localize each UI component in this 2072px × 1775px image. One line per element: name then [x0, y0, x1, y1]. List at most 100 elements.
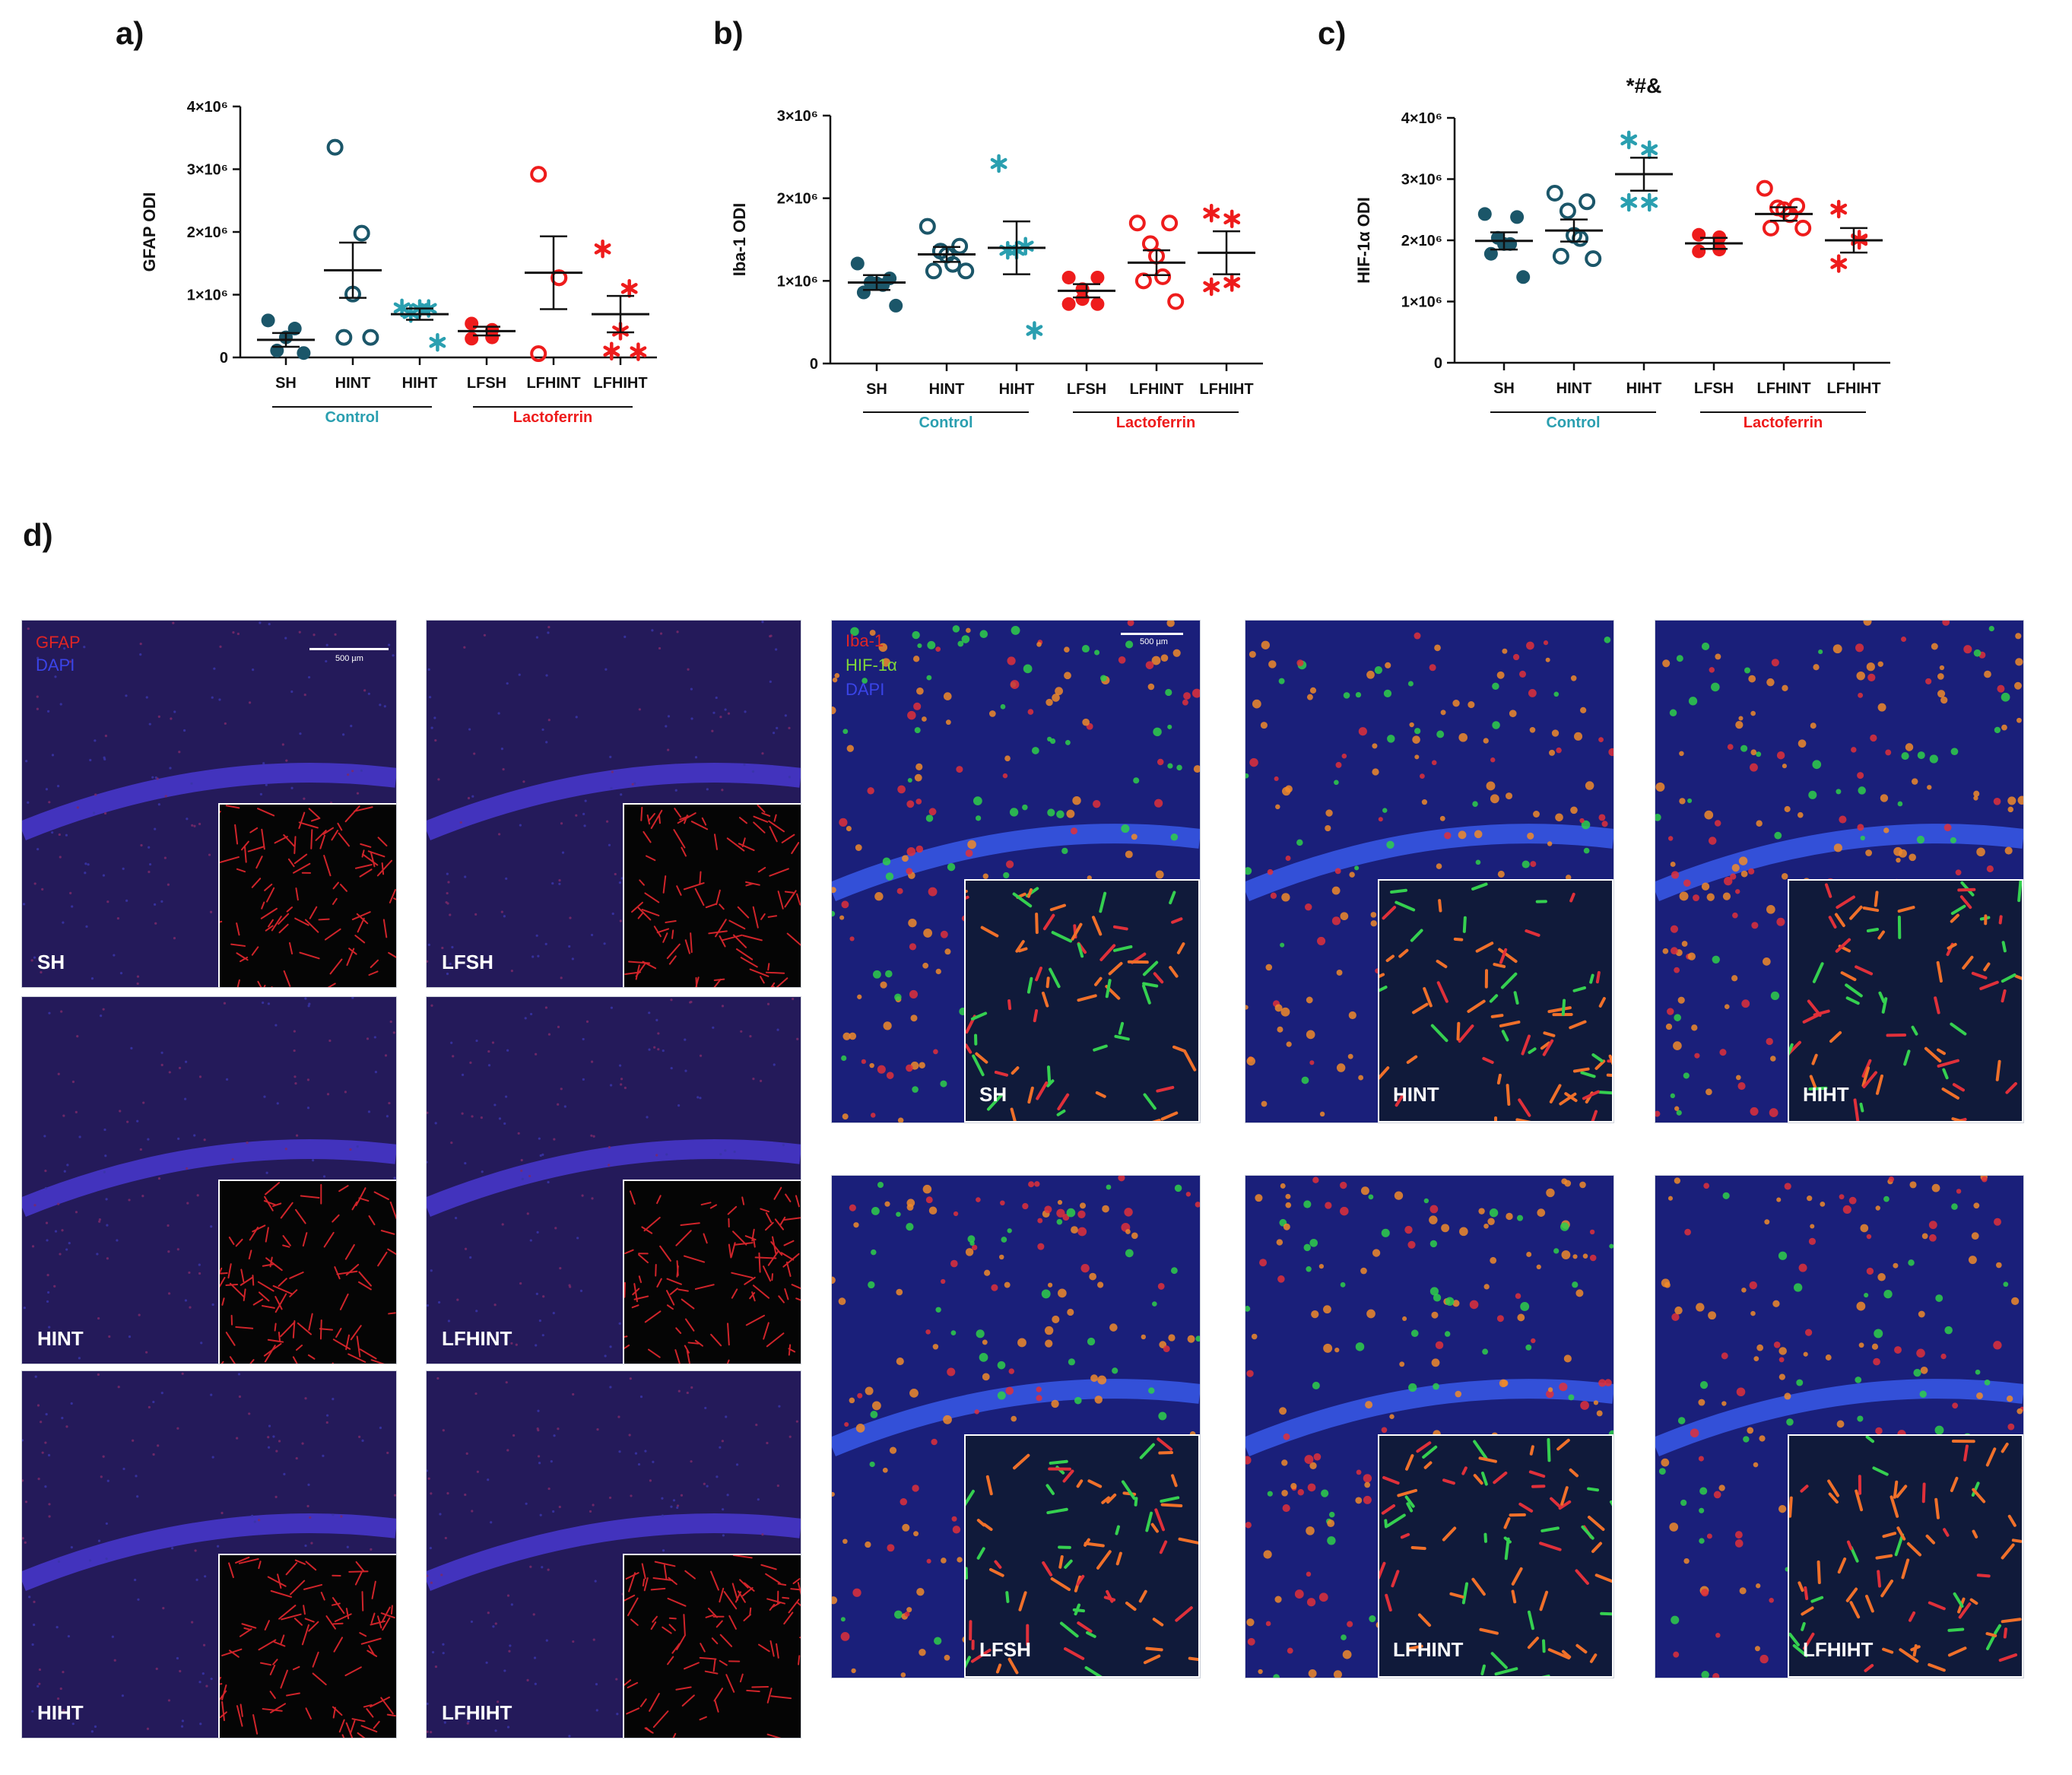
- data-point: [603, 341, 620, 360]
- data-point: [1161, 214, 1179, 232]
- x-tick-label: LFHIHT: [1826, 380, 1880, 397]
- scale-bar: [309, 648, 389, 650]
- tile-label: LFHINT: [1393, 1638, 1464, 1661]
- asterisk-stroke: [630, 346, 647, 357]
- tile-label: SH: [979, 1083, 1007, 1106]
- asterisk-stroke: [1223, 213, 1241, 225]
- x-tick-label: HIHT: [1626, 380, 1662, 397]
- data-point: [919, 218, 936, 235]
- data-point: [1552, 247, 1569, 265]
- data-point: [1794, 219, 1812, 237]
- iba-inset: [1378, 1434, 1613, 1678]
- data-point: [1762, 219, 1779, 237]
- gfap-micrograph-tile: HINT: [21, 996, 397, 1364]
- x-tick-label: LFHIHT: [1199, 381, 1253, 398]
- data-point: [287, 322, 302, 336]
- inset-texture: [220, 1182, 396, 1364]
- y-tick-label: 0: [1434, 355, 1442, 372]
- panel-label-d: d): [23, 517, 53, 553]
- asterisk-stroke: [594, 243, 611, 255]
- chart-hif1a-odi: 0 1×10⁶ 2×10⁶ 3×10⁶ 4×10⁶ HIF-1α ODI SH HINT HIH…: [1354, 74, 1890, 431]
- data-point: [1061, 270, 1076, 284]
- y-tick-label: 0: [810, 356, 818, 373]
- legend-2: DAPI: [846, 680, 885, 699]
- x-tick-label: LFSH: [1694, 380, 1734, 397]
- data-point: [1641, 192, 1658, 212]
- panel-label-a: a): [116, 15, 144, 51]
- lactoferrin-group-label: Lactoferrin: [513, 409, 592, 426]
- tile-label: HINT: [37, 1327, 84, 1350]
- chart-plot: 0 1×10⁶ 2×10⁶ 3×10⁶ Iba-1 ODI SH HINT HIHT LFSH L…: [730, 108, 1263, 431]
- data-point: [297, 346, 311, 360]
- data-point: [1477, 207, 1492, 221]
- y-tick-label: 3×10⁶: [1401, 172, 1442, 189]
- x-tick-label: LFHINT: [1129, 381, 1183, 398]
- x-tick-label: HIHT: [999, 381, 1035, 398]
- data-point: [551, 269, 568, 287]
- data-point: [1546, 185, 1563, 202]
- asterisk-stroke: [1830, 203, 1848, 215]
- x-tick-label: SH: [275, 375, 297, 392]
- inset-texture: [624, 1186, 801, 1364]
- inset-texture: [966, 1436, 1198, 1676]
- data-point: [1692, 244, 1706, 259]
- tissue-texture: [22, 1371, 396, 1738]
- y-tick-label: 4×10⁶: [187, 99, 228, 116]
- data-point: [326, 138, 344, 156]
- data-point: [1510, 210, 1525, 224]
- data-point: [1516, 270, 1531, 284]
- asterisk-stroke: [1830, 258, 1848, 269]
- data-point: [429, 332, 446, 352]
- data-point: [261, 313, 275, 328]
- data-point: [1585, 250, 1602, 268]
- asterisk-stroke: [1203, 281, 1220, 293]
- tile-label: LFHIHT: [442, 1701, 512, 1724]
- control-group-label: Control: [325, 409, 379, 426]
- control-group-label: Control: [919, 414, 973, 431]
- data-point: [1026, 321, 1043, 340]
- data-point: [1641, 140, 1658, 160]
- gfap-micrograph-tile: LFSH: [426, 620, 801, 988]
- gfap-inset: [623, 1180, 801, 1364]
- data-point: [1620, 130, 1638, 150]
- y-axis-title: Iba-1 ODI: [730, 203, 749, 277]
- inset-texture: [1379, 1436, 1612, 1676]
- iba-inset: [1788, 879, 2023, 1122]
- data-point: [944, 256, 962, 273]
- data-point: [594, 240, 611, 259]
- gfap-micrograph-tile: SH GFAP DAPI 500 µm: [21, 620, 397, 988]
- x-tick-label: LFHIHT: [593, 375, 647, 392]
- y-tick-label: 4×10⁶: [1401, 110, 1442, 127]
- inset-texture: [624, 805, 801, 987]
- scale-bar-label: 500 µm: [1140, 637, 1168, 646]
- asterisk-stroke: [1641, 196, 1658, 208]
- x-tick-label: LFSH: [467, 375, 506, 392]
- inset-texture: [1789, 1436, 2022, 1676]
- iba-micrograph-tile: HINT: [1245, 620, 1614, 1123]
- asterisk-stroke: [1620, 196, 1638, 208]
- data-point: [1061, 297, 1076, 311]
- data-point: [850, 256, 865, 271]
- legend-0: Iba-1: [846, 631, 884, 650]
- data-point: [1756, 179, 1773, 197]
- data-point: [925, 262, 942, 280]
- inset-texture: [624, 1555, 801, 1738]
- inset-texture: [1379, 881, 1612, 1121]
- data-point: [1203, 203, 1220, 223]
- data-point: [1154, 268, 1172, 285]
- asterisk-stroke: [603, 345, 620, 357]
- x-tick-label: HINT: [929, 381, 965, 398]
- gfap-inset: [623, 1554, 801, 1738]
- significance-annotation: *#&: [1626, 74, 1662, 97]
- gfap-inset: [218, 1180, 396, 1364]
- asterisk-stroke: [1620, 134, 1638, 146]
- asterisk-stroke: [1641, 144, 1658, 156]
- data-point: [1579, 193, 1596, 211]
- tile-label: LFHINT: [442, 1327, 512, 1350]
- iba-micrograph-tile: HIHT: [1655, 620, 2024, 1123]
- y-tick-label: 1×10⁶: [777, 273, 818, 290]
- x-tick-label: SH: [866, 381, 887, 398]
- y-axis-title: HIF-1α ODI: [1354, 197, 1373, 284]
- y-tick-label: 3×10⁶: [187, 162, 228, 179]
- iba-micrograph-tile: LFSH: [831, 1175, 1201, 1678]
